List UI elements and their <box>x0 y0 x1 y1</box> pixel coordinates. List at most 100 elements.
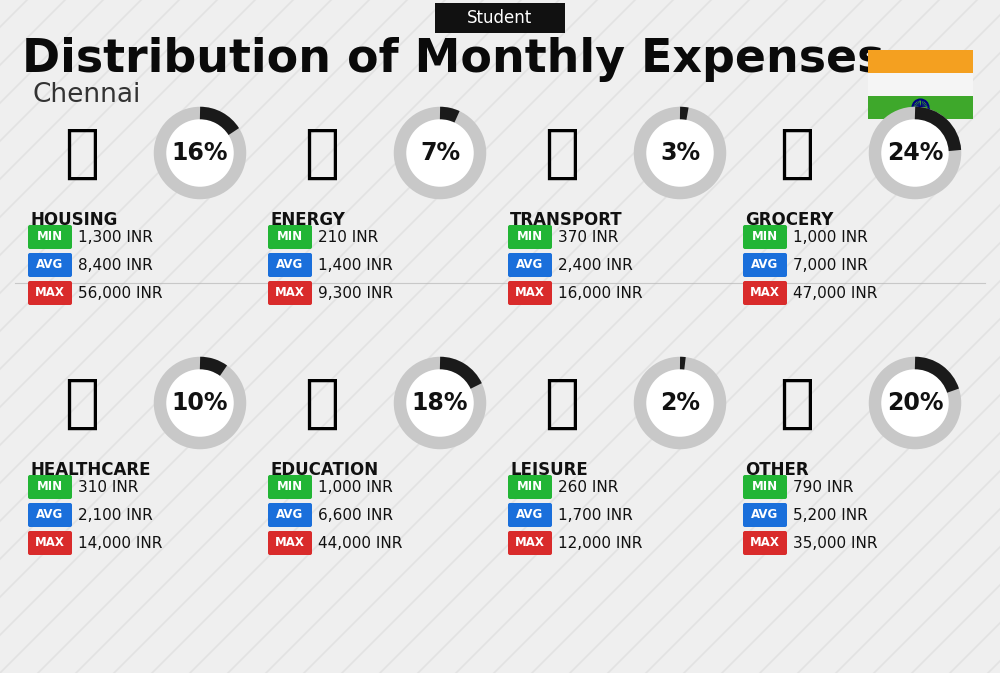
FancyBboxPatch shape <box>268 225 312 249</box>
Text: 24%: 24% <box>887 141 943 165</box>
FancyBboxPatch shape <box>743 253 787 277</box>
Text: GROCERY: GROCERY <box>745 211 833 229</box>
FancyBboxPatch shape <box>268 281 312 305</box>
FancyBboxPatch shape <box>28 531 72 555</box>
Text: MIN: MIN <box>277 230 303 244</box>
Text: 12,000 INR: 12,000 INR <box>558 536 642 551</box>
Text: 3%: 3% <box>660 141 700 165</box>
Text: 🎓: 🎓 <box>304 374 340 431</box>
FancyBboxPatch shape <box>435 3 565 33</box>
FancyBboxPatch shape <box>268 475 312 499</box>
Text: AVG: AVG <box>276 509 304 522</box>
Text: 16%: 16% <box>172 141 228 165</box>
Text: 2,100 INR: 2,100 INR <box>78 507 153 522</box>
Text: 14,000 INR: 14,000 INR <box>78 536 162 551</box>
Text: 1,300 INR: 1,300 INR <box>78 229 153 244</box>
Circle shape <box>646 369 714 437</box>
Text: AVG: AVG <box>36 258 64 271</box>
Text: AVG: AVG <box>516 509 544 522</box>
Text: 44,000 INR: 44,000 INR <box>318 536 402 551</box>
Text: ENERGY: ENERGY <box>270 211 345 229</box>
FancyBboxPatch shape <box>508 503 552 527</box>
Text: 1,000 INR: 1,000 INR <box>318 479 393 495</box>
Text: LEISURE: LEISURE <box>510 461 588 479</box>
FancyBboxPatch shape <box>743 281 787 305</box>
Text: HOUSING: HOUSING <box>30 211 117 229</box>
Circle shape <box>406 118 475 188</box>
Bar <box>868 50 973 73</box>
Text: HEALTHCARE: HEALTHCARE <box>30 461 150 479</box>
Text: 7,000 INR: 7,000 INR <box>793 258 868 273</box>
Text: AVG: AVG <box>36 509 64 522</box>
Text: 18%: 18% <box>412 391 468 415</box>
FancyBboxPatch shape <box>268 531 312 555</box>
Text: 370 INR: 370 INR <box>558 229 618 244</box>
Circle shape <box>166 369 234 437</box>
Text: 1,000 INR: 1,000 INR <box>793 229 868 244</box>
Text: 8,400 INR: 8,400 INR <box>78 258 153 273</box>
Text: 2%: 2% <box>660 391 700 415</box>
Text: 56,000 INR: 56,000 INR <box>78 285 162 301</box>
Text: MIN: MIN <box>37 230 63 244</box>
Text: MAX: MAX <box>515 536 545 549</box>
Text: MIN: MIN <box>752 230 778 244</box>
FancyBboxPatch shape <box>743 531 787 555</box>
Text: AVG: AVG <box>751 258 779 271</box>
Text: MAX: MAX <box>35 536 65 549</box>
Text: 👛: 👛 <box>780 374 814 431</box>
Text: MAX: MAX <box>750 287 780 299</box>
Text: 1,400 INR: 1,400 INR <box>318 258 393 273</box>
Text: 1,700 INR: 1,700 INR <box>558 507 633 522</box>
Bar <box>868 96 973 119</box>
Text: 10%: 10% <box>172 391 228 415</box>
Text: AVG: AVG <box>751 509 779 522</box>
Text: 210 INR: 210 INR <box>318 229 378 244</box>
Text: MIN: MIN <box>277 481 303 493</box>
FancyBboxPatch shape <box>268 253 312 277</box>
Text: MIN: MIN <box>517 230 543 244</box>
Text: 6,600 INR: 6,600 INR <box>318 507 393 522</box>
FancyBboxPatch shape <box>743 475 787 499</box>
Text: MIN: MIN <box>752 481 778 493</box>
Text: Student: Student <box>467 9 533 27</box>
Text: 310 INR: 310 INR <box>78 479 138 495</box>
FancyBboxPatch shape <box>743 225 787 249</box>
Text: 🛍: 🛍 <box>544 374 580 431</box>
FancyBboxPatch shape <box>28 253 72 277</box>
Text: 🛒: 🛒 <box>780 125 814 182</box>
FancyBboxPatch shape <box>508 531 552 555</box>
Text: AVG: AVG <box>276 258 304 271</box>
Text: 🔌: 🔌 <box>304 125 340 182</box>
FancyBboxPatch shape <box>28 281 72 305</box>
Circle shape <box>881 369 950 437</box>
Text: MAX: MAX <box>750 536 780 549</box>
Text: EDUCATION: EDUCATION <box>270 461 378 479</box>
FancyBboxPatch shape <box>508 281 552 305</box>
Text: 7%: 7% <box>420 141 460 165</box>
Text: 🏢: 🏢 <box>64 125 100 182</box>
Text: 16,000 INR: 16,000 INR <box>558 285 642 301</box>
Text: MIN: MIN <box>37 481 63 493</box>
Text: Distribution of Monthly Expenses: Distribution of Monthly Expenses <box>22 38 884 83</box>
Text: 🏥: 🏥 <box>64 374 100 431</box>
Text: 9,300 INR: 9,300 INR <box>318 285 393 301</box>
Text: 35,000 INR: 35,000 INR <box>793 536 878 551</box>
FancyBboxPatch shape <box>743 503 787 527</box>
FancyBboxPatch shape <box>268 503 312 527</box>
Text: OTHER: OTHER <box>745 461 809 479</box>
Text: 5,200 INR: 5,200 INR <box>793 507 868 522</box>
FancyBboxPatch shape <box>28 503 72 527</box>
FancyBboxPatch shape <box>28 225 72 249</box>
Text: MIN: MIN <box>517 481 543 493</box>
Circle shape <box>406 369 475 437</box>
FancyBboxPatch shape <box>508 225 552 249</box>
Circle shape <box>881 118 950 188</box>
Text: MAX: MAX <box>515 287 545 299</box>
Text: 2,400 INR: 2,400 INR <box>558 258 633 273</box>
FancyBboxPatch shape <box>28 475 72 499</box>
Text: 20%: 20% <box>887 391 943 415</box>
FancyBboxPatch shape <box>508 253 552 277</box>
Text: Chennai: Chennai <box>32 82 140 108</box>
Circle shape <box>166 118 234 188</box>
Bar <box>868 73 973 96</box>
